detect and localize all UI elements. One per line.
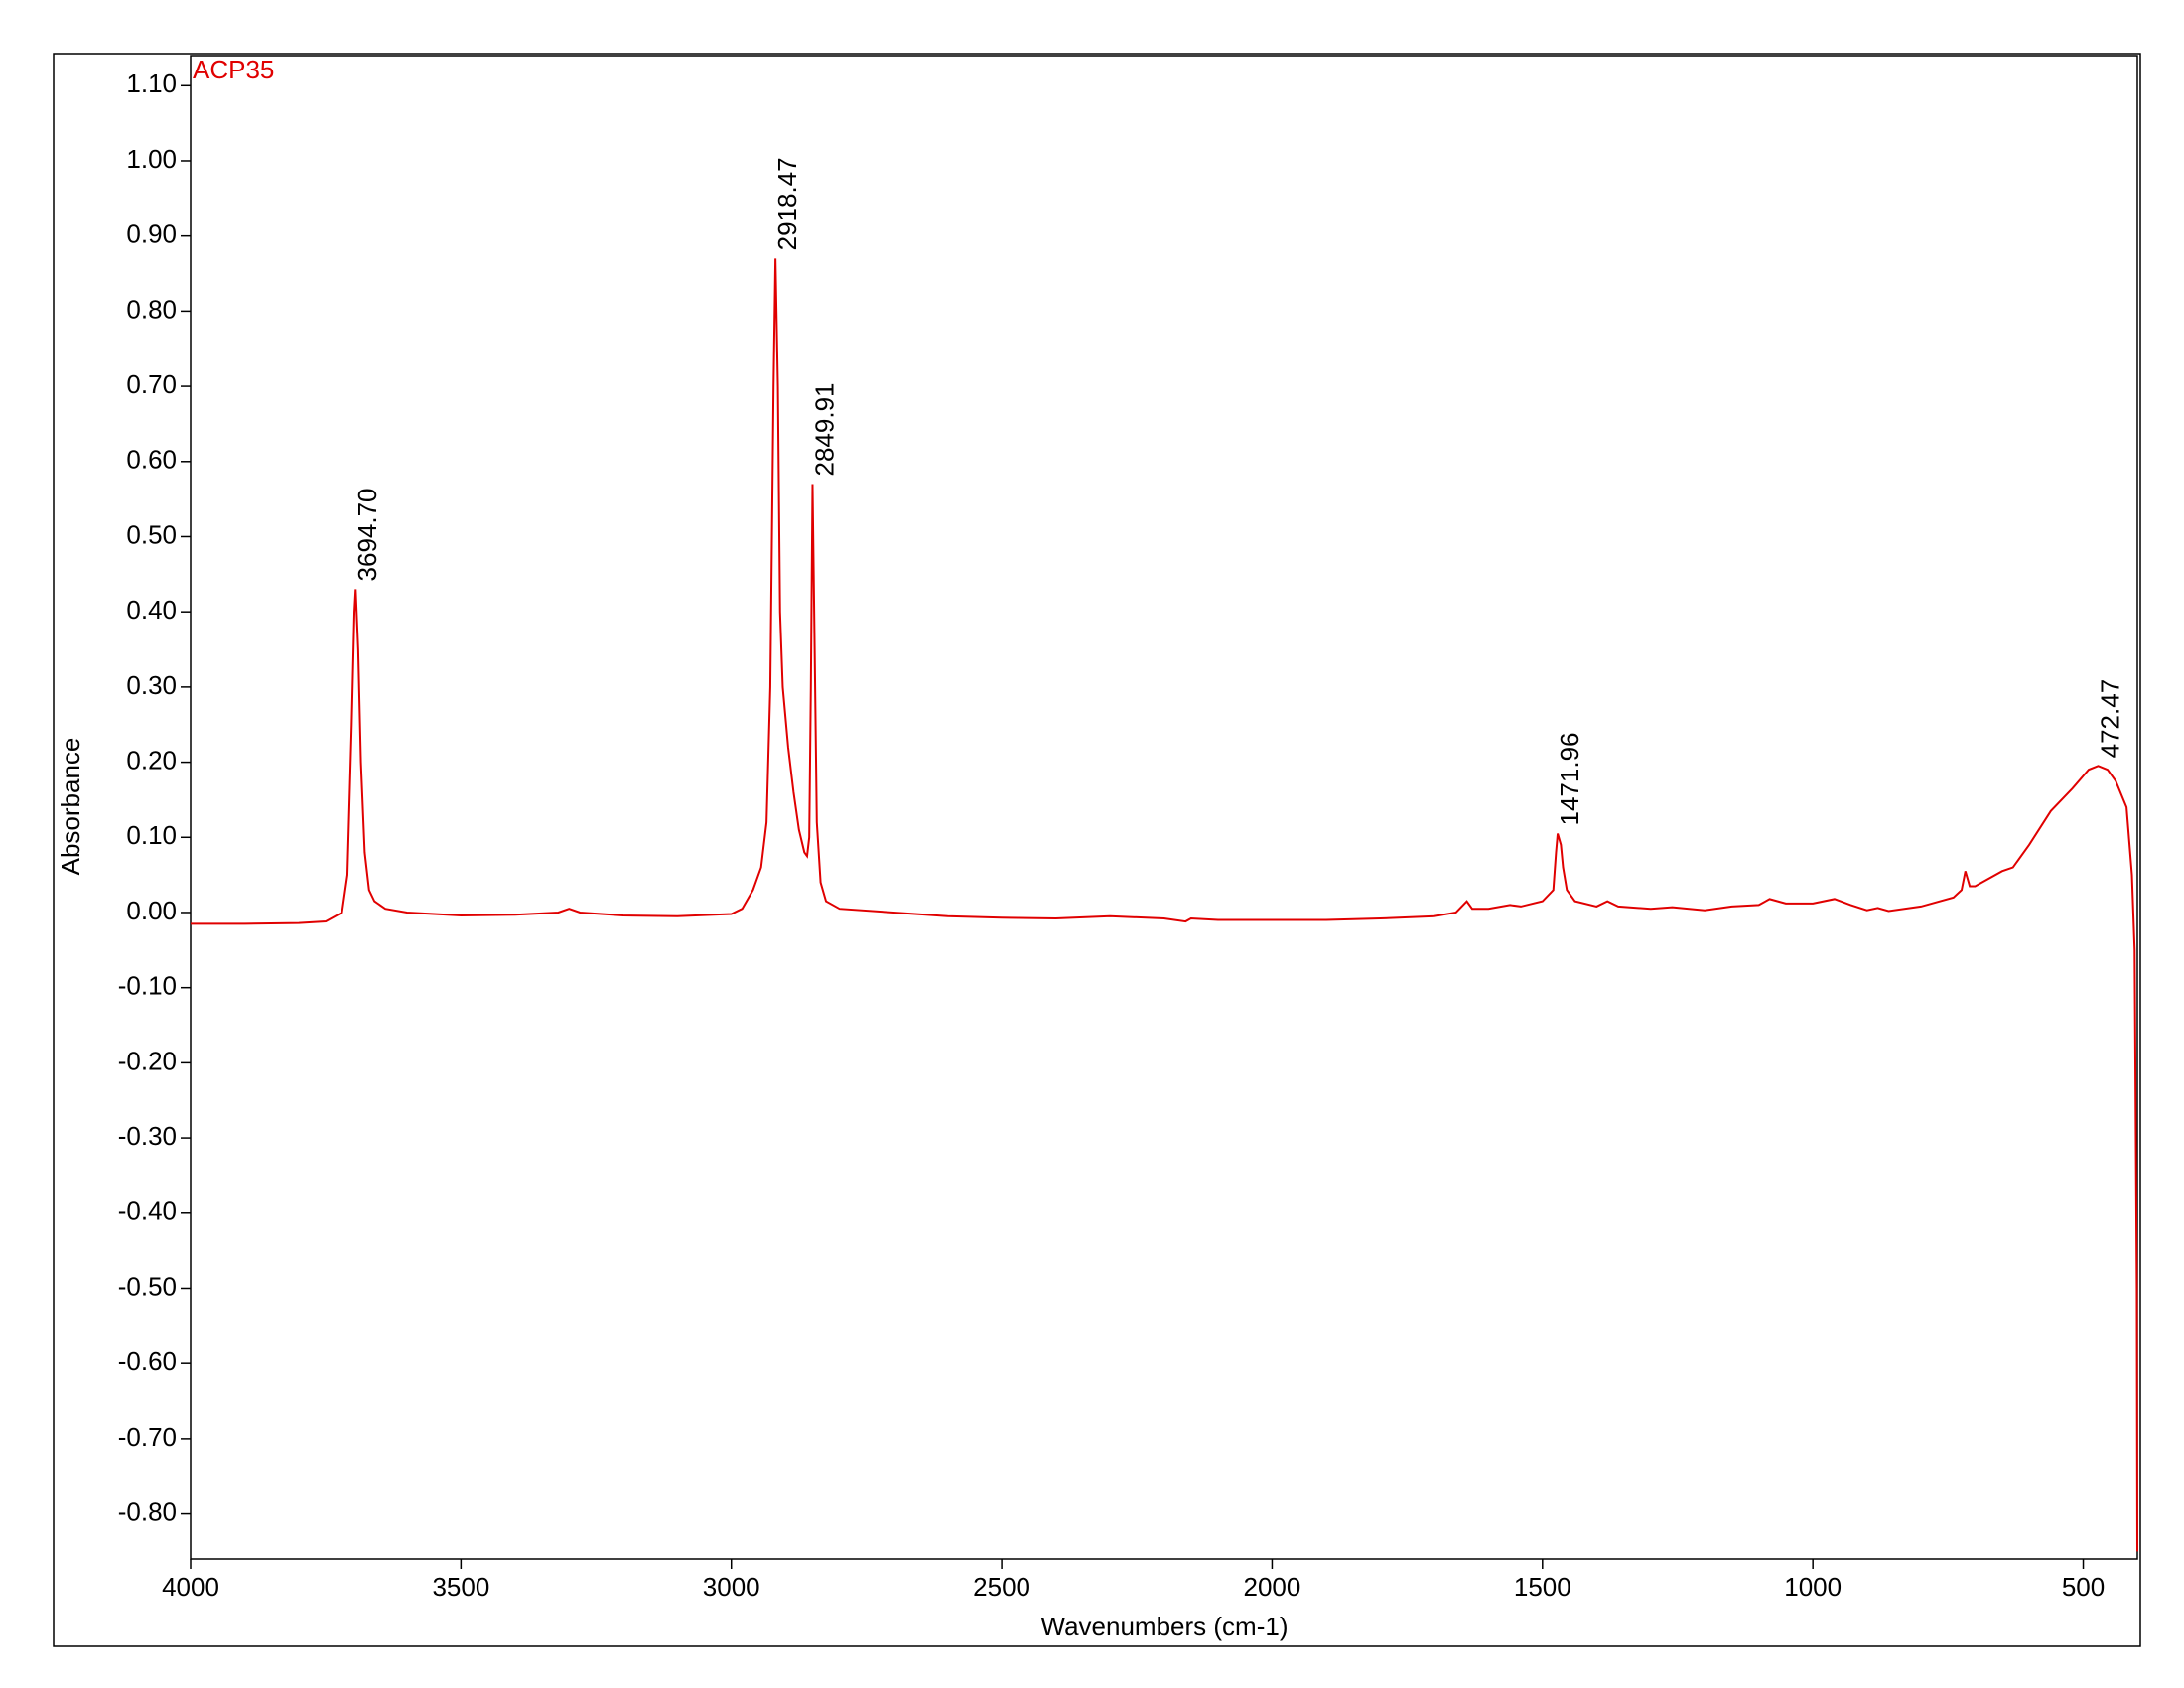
y-tick-label: 0.70 (126, 369, 177, 399)
y-tick-label: 1.10 (126, 69, 177, 98)
x-tick-label: 1000 (1784, 1572, 1842, 1602)
peak-label: 2849.91 (809, 383, 839, 477)
plot-frame (190, 55, 2138, 1560)
y-tick-label: 0.40 (126, 595, 177, 625)
peak-label: 2918.47 (772, 157, 802, 250)
x-tick-label: 500 (2062, 1572, 2105, 1602)
y-tick-label: -0.20 (118, 1046, 177, 1075)
y-tick-label: 0.50 (126, 519, 177, 549)
y-tick-label: 0.00 (126, 896, 177, 925)
y-tick-label: 1.00 (126, 144, 177, 174)
y-tick-label: 0.90 (126, 219, 177, 249)
y-tick-label: -0.80 (118, 1496, 177, 1526)
y-tick-label: 0.30 (126, 670, 177, 700)
spectrum-line (191, 258, 2138, 1552)
y-tick-label: 0.80 (126, 294, 177, 324)
x-axis-label: Wavenumbers (cm-1) (1041, 1612, 1289, 1641)
y-tick-label: 0.20 (126, 745, 177, 774)
x-tick-label: 4000 (162, 1572, 219, 1602)
y-tick-label: -0.50 (118, 1271, 177, 1301)
y-tick-label: -0.10 (118, 971, 177, 1001)
x-tick-label: 3500 (432, 1572, 489, 1602)
x-tick-label: 2500 (973, 1572, 1030, 1602)
x-tick-label: 2000 (1244, 1572, 1301, 1602)
peak-label: 472.47 (2095, 679, 2124, 759)
y-axis-label: Absorbance (56, 738, 85, 876)
y-tick-label: -0.30 (118, 1121, 177, 1151)
x-tick-label: 3000 (703, 1572, 760, 1602)
legend-entry: ACP35 (193, 55, 274, 84)
x-tick-label: 1500 (1514, 1572, 1571, 1602)
y-tick-label: -0.70 (118, 1422, 177, 1452)
y-tick-label: 0.60 (126, 445, 177, 475)
outer-frame (53, 53, 2141, 1647)
y-tick-label: 0.10 (126, 820, 177, 850)
peak-label: 3694.70 (352, 488, 382, 581)
y-tick-label: -0.60 (118, 1346, 177, 1376)
peak-label: 1471.96 (1555, 733, 1584, 826)
y-tick-label: -0.40 (118, 1196, 177, 1226)
